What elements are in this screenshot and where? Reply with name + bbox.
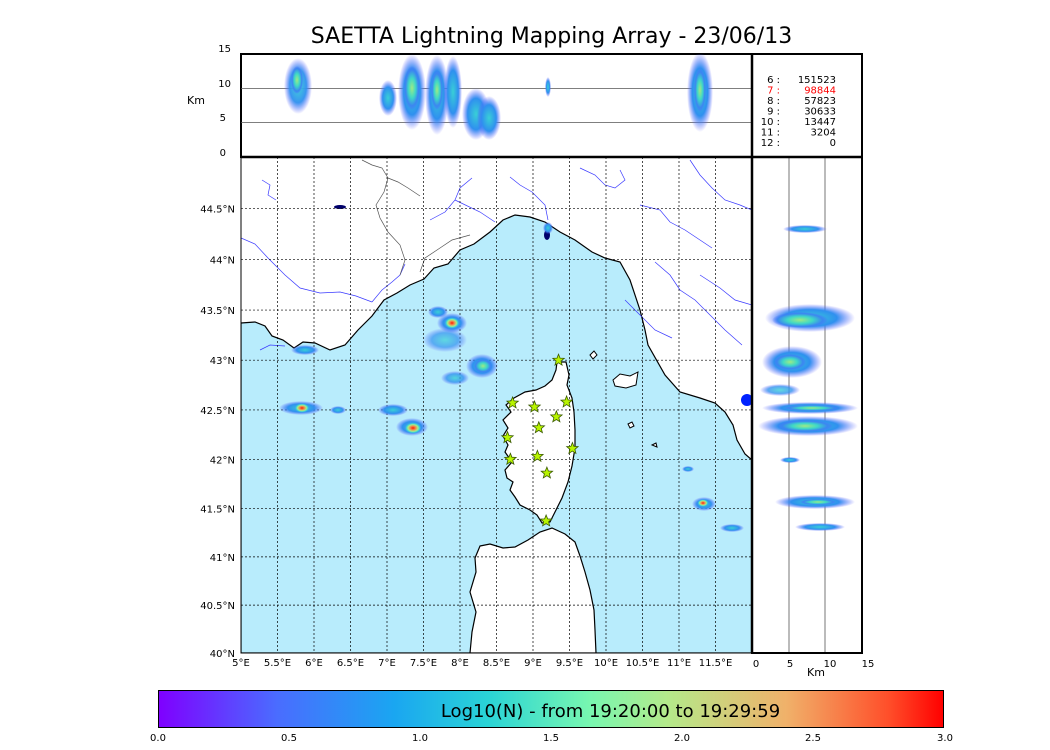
- longitude-tick-labels: 5°E 5.5°E 6°E 6.5°E 7°E 7.5°E 8°E 8.5°E 9°E 9.5°E…: [232, 658, 732, 669]
- right-panel-density: [758, 225, 858, 531]
- longitude-label: 6.5°E: [337, 658, 364, 669]
- station-star-icon: [549, 409, 564, 423]
- count-label: 7 :: [767, 86, 780, 97]
- count-value: 13447: [804, 117, 836, 128]
- latitude-label: 43.5°N: [200, 306, 235, 317]
- colorbar-tick-2: 2.0: [674, 733, 690, 744]
- top-ytick-0: 0: [220, 148, 226, 159]
- count-value: 30633: [804, 107, 836, 118]
- latitude-tick-labels: 44.5°N 44°N 43.5°N 43°N 42.5°N 42°N 41.5°N 41°N…: [200, 204, 235, 660]
- longitude-label: 11.5°E: [699, 658, 733, 669]
- colorbar-label: Log10(N) - from 19:20:00 to 19:29:59: [440, 701, 781, 722]
- top-ytick-10: 10: [218, 79, 231, 90]
- longitude-label: 10°E: [594, 658, 618, 669]
- station-markers: [500, 353, 580, 527]
- station-star-icon: [559, 394, 574, 408]
- count-label: 10 :: [761, 117, 780, 128]
- station-star-icon: [532, 420, 546, 434]
- right-xtick-10: 10: [824, 659, 837, 670]
- top-ytick-5: 5: [220, 113, 226, 124]
- latitude-label: 40.5°N: [200, 601, 235, 612]
- count-value: 151523: [798, 75, 836, 86]
- count-label: 11 :: [761, 128, 780, 139]
- station-star-icon: [530, 449, 545, 463]
- latitude-label: 42°N: [210, 455, 235, 466]
- latitude-altitude-panel: [241, 155, 863, 654]
- top-panel-density: [284, 54, 713, 140]
- count-value: 98844: [804, 86, 836, 97]
- longitude-label: 5.5°E: [264, 658, 291, 669]
- latitude-label: 44°N: [210, 255, 235, 266]
- top-ylabel: Km: [187, 94, 205, 107]
- latitude-label: 40°N: [210, 649, 235, 660]
- colorbar-tick-2-5: 2.5: [805, 733, 821, 744]
- count-label: 8 :: [767, 96, 780, 107]
- coastal-lake: [741, 394, 752, 406]
- longitude-label: 11°E: [667, 658, 691, 669]
- station-star-icon: [527, 399, 542, 413]
- altitude-longitude-panel: 6 : 151523 7 : 98844 8 : 57823 9 : 30633 10 : 134…: [240, 53, 863, 158]
- station-star-icon: [539, 513, 553, 527]
- latitude-label: 44.5°N: [200, 204, 235, 215]
- latitude-label: 41.5°N: [200, 504, 235, 515]
- longitude-label: 10.5°E: [626, 658, 660, 669]
- station-star-icon: [505, 395, 520, 409]
- colorbar-tick-3: 3.0: [937, 733, 953, 744]
- plan-view-map: [240, 156, 753, 654]
- station-star-icon: [500, 430, 515, 444]
- top-ytick-15: 15: [218, 44, 231, 55]
- colorbar-tick-1: 1.0: [412, 733, 428, 744]
- longitude-label: 7°E: [378, 658, 396, 669]
- latitude-label: 42.5°N: [200, 406, 235, 417]
- count-label: 6 :: [767, 75, 780, 86]
- longitude-label: 6°E: [305, 658, 323, 669]
- colorbar-tick-0: 0.0: [150, 733, 166, 744]
- station-star-icon: [565, 441, 580, 455]
- station-star-icon: [503, 452, 518, 466]
- counts-table: 6 : 151523 7 : 98844 8 : 57823 9 : 30633 10 : 134…: [761, 75, 836, 149]
- longitude-label: 5°E: [232, 658, 250, 669]
- corsica-island: [502, 361, 576, 524]
- station-star-icon: [540, 466, 554, 479]
- count-value: 57823: [804, 96, 836, 107]
- longitude-label: 9°E: [524, 658, 542, 669]
- colorbar-tick-0-5: 0.5: [281, 733, 297, 744]
- latitude-label: 43°N: [210, 356, 235, 367]
- elba-island: [612, 371, 639, 389]
- count-value: 3204: [811, 128, 836, 139]
- longitude-label: 7.5°E: [410, 658, 437, 669]
- right-xlabel: Km: [807, 666, 825, 679]
- colorbar-tick-1-5: 1.5: [543, 733, 559, 744]
- right-xtick-15: 15: [862, 659, 875, 670]
- longitude-label: 8.5°E: [483, 658, 510, 669]
- longitude-label: 9.5°E: [556, 658, 583, 669]
- count-label: 12 :: [761, 138, 780, 149]
- right-xtick-5: 5: [787, 659, 793, 670]
- station-star-icon: [551, 353, 566, 367]
- right-xtick-0: 0: [753, 659, 759, 670]
- latitude-label: 41°N: [210, 553, 235, 564]
- longitude-label: 8°E: [451, 658, 469, 669]
- count-value: 0: [830, 138, 836, 149]
- colorbar: [158, 690, 944, 728]
- count-label: 9 :: [767, 107, 780, 118]
- top-panel-frame: [240, 53, 863, 158]
- plot-title: SAETTA Lightning Mapping Array - 23/06/1…: [310, 24, 793, 49]
- lightning-density: [279, 222, 744, 532]
